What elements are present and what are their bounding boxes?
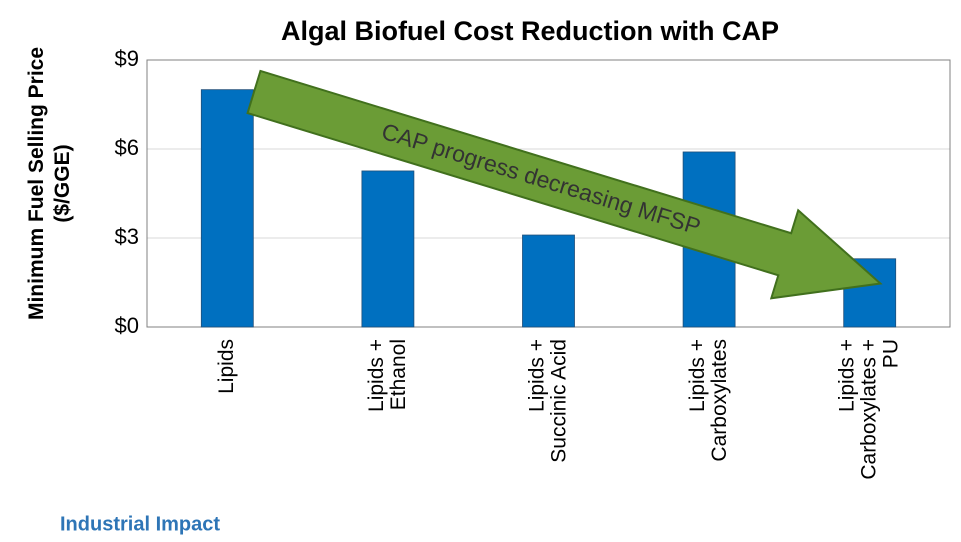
x-tick-group: Lipids +Carboxylates — [686, 339, 731, 462]
arrow-shape — [246, 69, 883, 300]
x-tick-label: Lipids +Succinic Acid — [525, 339, 570, 463]
annotation-text: CAP progress decreasing MFSP — [379, 118, 704, 240]
x-tick-group: Lipids +Carboxylates +PU — [835, 339, 902, 480]
y-label-group: Minimum Fuel Selling Price ($/GGE) — [25, 47, 74, 320]
footer: Industrial Impact — [60, 513, 220, 535]
y-tick-label: $9 — [115, 46, 139, 71]
y-tick-label: $6 — [115, 135, 139, 160]
x-tick-group: Lipids — [215, 339, 238, 394]
x-tick-label: Lipids +Carboxylates — [686, 339, 731, 462]
x-tick-group: Lipids +Ethanol — [364, 339, 409, 412]
bar — [361, 170, 415, 328]
x-tick-label: Lipids — [215, 339, 238, 394]
bar — [200, 89, 254, 328]
y-tick-label: $0 — [115, 313, 139, 338]
y-axis-label: Minimum Fuel Selling Price ($/GGE) — [25, 47, 74, 320]
x-tick-group: Lipids +Succinic Acid — [525, 339, 570, 463]
x-tick-label: Lipids +Carboxylates +PU — [835, 339, 902, 480]
x-tick-label: Lipids +Ethanol — [364, 339, 409, 412]
y-tick-label: $3 — [115, 224, 139, 249]
bar — [522, 234, 575, 328]
chart-title: Algal Biofuel Cost Reduction with CAP — [281, 16, 779, 46]
